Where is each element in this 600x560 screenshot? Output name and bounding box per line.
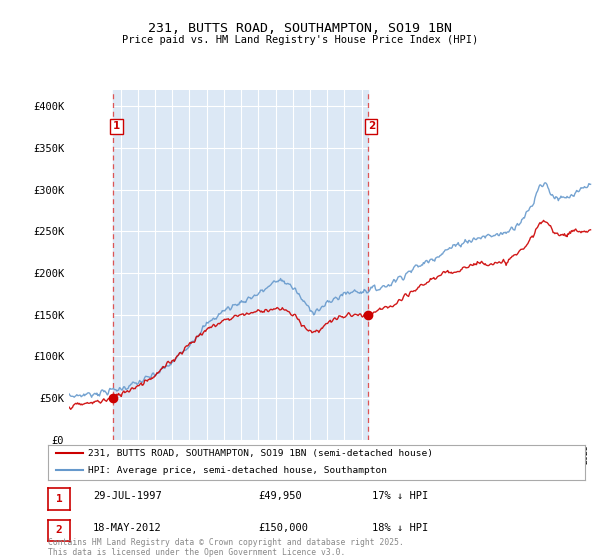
Text: 2: 2 bbox=[56, 525, 62, 535]
Text: 17% ↓ HPI: 17% ↓ HPI bbox=[372, 491, 428, 501]
Text: 18-MAY-2012: 18-MAY-2012 bbox=[93, 522, 162, 533]
Text: Contains HM Land Registry data © Crown copyright and database right 2025.
This d: Contains HM Land Registry data © Crown c… bbox=[48, 538, 404, 557]
Text: 18% ↓ HPI: 18% ↓ HPI bbox=[372, 522, 428, 533]
Text: 231, BUTTS ROAD, SOUTHAMPTON, SO19 1BN (semi-detached house): 231, BUTTS ROAD, SOUTHAMPTON, SO19 1BN (… bbox=[88, 449, 433, 458]
Text: £49,950: £49,950 bbox=[258, 491, 302, 501]
Text: 1: 1 bbox=[113, 122, 120, 132]
Text: Price paid vs. HM Land Registry's House Price Index (HPI): Price paid vs. HM Land Registry's House … bbox=[122, 35, 478, 45]
Bar bbox=[113, 90, 368, 440]
Text: 29-JUL-1997: 29-JUL-1997 bbox=[93, 491, 162, 501]
Text: 1: 1 bbox=[56, 494, 62, 504]
Text: HPI: Average price, semi-detached house, Southampton: HPI: Average price, semi-detached house,… bbox=[88, 466, 387, 475]
Text: 2: 2 bbox=[368, 122, 375, 132]
Text: 231, BUTTS ROAD, SOUTHAMPTON, SO19 1BN: 231, BUTTS ROAD, SOUTHAMPTON, SO19 1BN bbox=[148, 22, 452, 35]
Text: £150,000: £150,000 bbox=[258, 522, 308, 533]
